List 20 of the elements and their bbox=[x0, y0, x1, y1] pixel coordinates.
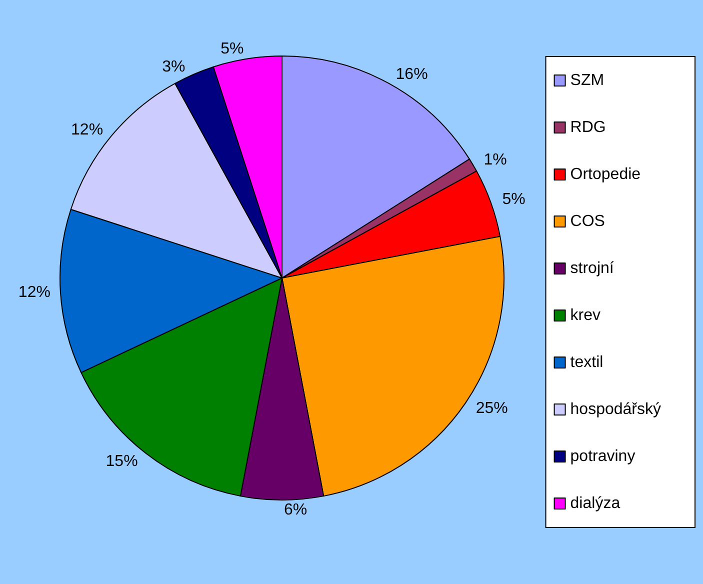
data-label: 1% bbox=[484, 151, 507, 168]
legend-label: SZM bbox=[570, 72, 604, 89]
data-label: 5% bbox=[220, 40, 244, 58]
data-label: 16% bbox=[396, 66, 428, 84]
legend-label: RDG bbox=[570, 119, 606, 136]
legend-label: COS bbox=[570, 213, 605, 230]
data-label: 12% bbox=[71, 122, 104, 139]
legend-label: krev bbox=[570, 307, 601, 324]
legend-label: hospodářský bbox=[570, 401, 661, 418]
data-label: 5% bbox=[502, 190, 526, 208]
data-label: 25% bbox=[476, 400, 508, 417]
legend-label: strojní bbox=[570, 260, 614, 277]
legend-label: textil bbox=[570, 354, 604, 371]
data-label: 15% bbox=[106, 452, 138, 470]
legend-label: dialýza bbox=[570, 495, 620, 512]
data-label: 12% bbox=[18, 284, 50, 302]
legend-label: potraviny bbox=[570, 448, 636, 465]
data-label: 3% bbox=[162, 58, 186, 76]
legend-label: Ortopedie bbox=[570, 166, 641, 183]
data-label: 6% bbox=[284, 502, 308, 518]
